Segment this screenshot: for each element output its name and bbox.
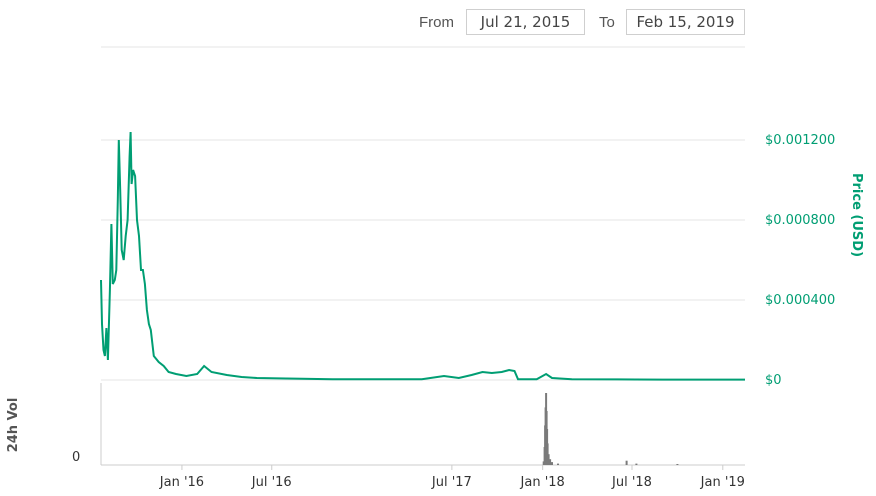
volume-y-tick-0: 0	[72, 450, 80, 465]
x-tick-label: Jul '16	[251, 475, 292, 490]
x-tick-label: Jul '18	[611, 475, 652, 490]
price-axis-title: Price (USD)	[849, 173, 864, 257]
price-y-tick: $0.000800	[765, 213, 835, 228]
x-tick-label: Jul '17	[431, 475, 472, 490]
volume-bar	[547, 454, 550, 465]
x-tick-label: Jan '16	[159, 475, 204, 490]
price-line	[100, 131, 745, 381]
from-label: From	[419, 14, 454, 31]
volume-bar	[557, 463, 559, 465]
from-date-input[interactable]: Jul 21, 2015	[466, 9, 585, 35]
price-y-tick: $0.001200	[765, 133, 835, 148]
volume-bar	[549, 459, 552, 465]
volume-bar	[551, 462, 553, 465]
x-axis: Jan '16 Jul '16 Jul '17 Jan '18 Jul '18 Jan '…	[159, 465, 745, 490]
price-y-axis: $0 $0.000400 $0.000800 $0.001200	[765, 133, 835, 388]
volume-panel	[100, 383, 745, 466]
volume-bars	[542, 393, 679, 465]
x-tick-label: Jan '19	[700, 475, 745, 490]
price-y-tick: $0.000400	[765, 293, 835, 308]
price-y-tick: $0	[765, 373, 782, 388]
to-label: To	[599, 14, 615, 31]
volume-bar	[635, 463, 638, 465]
volume-axis-title: 24h Vol	[6, 398, 21, 453]
price-gridlines	[101, 46, 745, 381]
to-date-input[interactable]: Feb 15, 2019	[626, 9, 745, 35]
volume-bar	[625, 460, 628, 465]
x-tick-label: Jan '18	[520, 475, 565, 490]
volume-bar	[676, 464, 679, 465]
